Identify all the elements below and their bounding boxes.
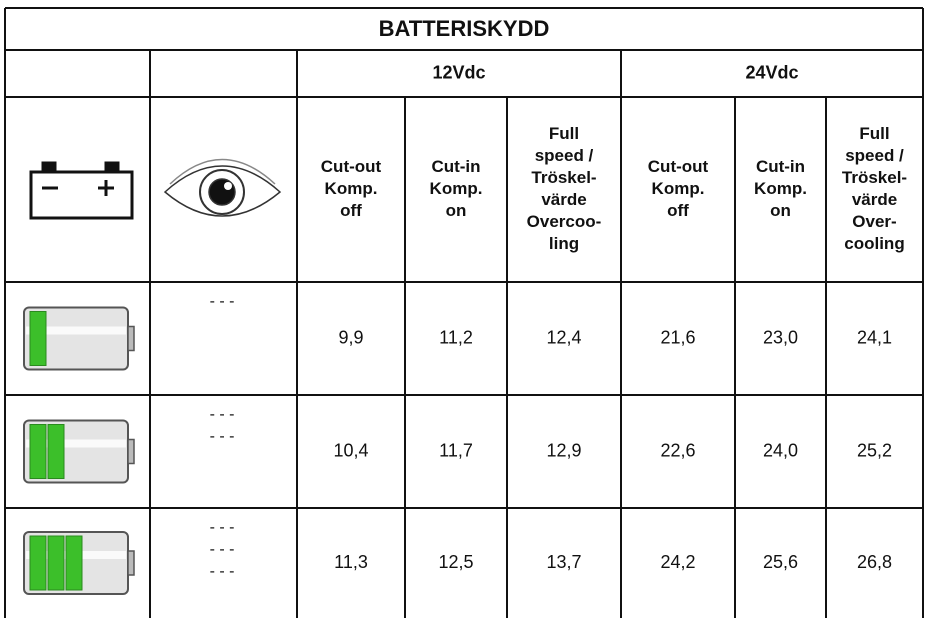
threshold-value: 11,7 <box>439 440 473 460</box>
column-header-line: Komp. <box>325 179 378 198</box>
threshold-value: 11,3 <box>334 552 368 572</box>
level-indicator: - - - <box>210 541 235 558</box>
battery-terminal <box>128 551 134 575</box>
column-header-line: Cut-out <box>321 157 382 176</box>
battery-charge-segment <box>48 536 64 590</box>
column-header-line: speed / <box>535 146 594 165</box>
threshold-value: 23,0 <box>763 327 798 347</box>
battery-charge-segment <box>30 312 46 366</box>
level-indicator: - - - <box>210 428 235 445</box>
column-header-line: on <box>446 201 467 220</box>
threshold-value: 13,7 <box>546 552 581 572</box>
voltage-group-header: 12Vdc <box>432 62 485 82</box>
threshold-value: 24,2 <box>660 552 695 572</box>
column-header-line: Full <box>549 124 579 143</box>
battery-level-icon <box>24 308 134 370</box>
voltage-group-header: 24Vdc <box>745 62 798 82</box>
battery-protection-table: BATTERISKYDD 12Vdc 24Vdc Cut-out Komp. off Cu… <box>0 0 928 618</box>
column-header-line: Komp. <box>754 179 807 198</box>
battery-charge-segment <box>30 536 46 590</box>
column-header-line: Over- <box>852 212 896 231</box>
column-header-line: Cut-in <box>756 157 805 176</box>
level-indicator: - - - <box>210 519 235 536</box>
level-indicator: - - - <box>210 563 235 580</box>
column-header-line: värde <box>852 190 897 209</box>
column-header-line: värde <box>541 190 586 209</box>
threshold-value: 10,4 <box>333 440 368 460</box>
threshold-value: 21,6 <box>660 327 695 347</box>
column-header-line: Overcoo- <box>527 212 602 231</box>
battery-level-icon <box>24 532 134 594</box>
column-header-line: Komp. <box>430 179 483 198</box>
background <box>0 0 928 618</box>
threshold-value: 25,2 <box>857 440 892 460</box>
battery-charge-segment <box>48 425 64 479</box>
level-indicator: - - - <box>210 406 235 423</box>
threshold-value: 25,6 <box>763 552 798 572</box>
threshold-value: 24,0 <box>763 440 798 460</box>
column-header-line: off <box>667 201 689 220</box>
column-header-line: Tröskel- <box>531 168 596 187</box>
threshold-value: 22,6 <box>660 440 695 460</box>
threshold-value: 9,9 <box>338 327 363 347</box>
column-header-line: ling <box>549 234 579 253</box>
column-header-line: on <box>770 201 791 220</box>
threshold-value: 26,8 <box>857 552 892 572</box>
battery-terminal <box>128 440 134 464</box>
battery-level-icon <box>24 421 134 483</box>
level-indicator: - - - <box>210 293 235 310</box>
column-header-line: Tröskel- <box>842 168 907 187</box>
column-header-line: Cut-in <box>431 157 480 176</box>
column-header-line: Full <box>859 124 889 143</box>
table-title: BATTERISKYDD <box>379 16 550 41</box>
column-header-line: speed / <box>845 146 904 165</box>
threshold-value: 12,5 <box>438 552 473 572</box>
threshold-value: 11,2 <box>439 327 473 347</box>
column-header-line: cooling <box>844 234 904 253</box>
battery-charge-segment <box>66 536 82 590</box>
threshold-value: 24,1 <box>857 327 892 347</box>
column-header-line: Komp. <box>652 179 705 198</box>
battery-charge-segment <box>30 425 46 479</box>
battery-terminal <box>128 327 134 351</box>
column-header-line: Cut-out <box>648 157 709 176</box>
column-header-line: off <box>340 201 362 220</box>
threshold-value: 12,4 <box>546 327 581 347</box>
threshold-value: 12,9 <box>546 440 581 460</box>
